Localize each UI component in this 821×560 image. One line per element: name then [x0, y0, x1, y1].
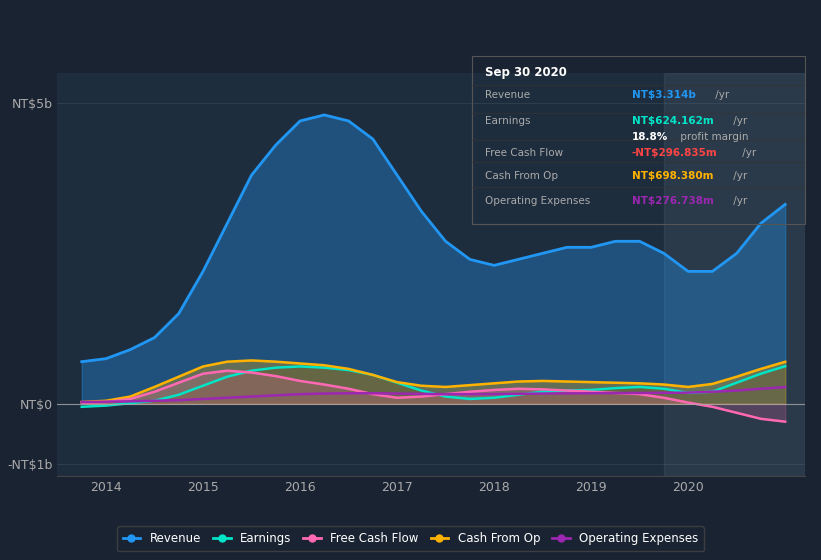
- Text: 18.8%: 18.8%: [631, 133, 668, 142]
- Text: NT$3.314b: NT$3.314b: [631, 90, 695, 100]
- Legend: Revenue, Earnings, Free Cash Flow, Cash From Op, Operating Expenses: Revenue, Earnings, Free Cash Flow, Cash …: [117, 526, 704, 551]
- Text: profit margin: profit margin: [677, 133, 748, 142]
- Text: Earnings: Earnings: [485, 116, 531, 125]
- Text: Revenue: Revenue: [485, 90, 530, 100]
- Text: /yr: /yr: [731, 171, 748, 181]
- Text: NT$624.162m: NT$624.162m: [631, 116, 713, 125]
- Text: /yr: /yr: [731, 116, 748, 125]
- Text: /yr: /yr: [713, 90, 730, 100]
- Text: Sep 30 2020: Sep 30 2020: [485, 66, 567, 79]
- Bar: [664, 73, 805, 476]
- Text: /yr: /yr: [731, 197, 748, 206]
- Text: NT$276.738m: NT$276.738m: [631, 197, 713, 206]
- Text: Free Cash Flow: Free Cash Flow: [485, 148, 563, 157]
- Text: NT$698.380m: NT$698.380m: [631, 171, 713, 181]
- Text: Cash From Op: Cash From Op: [485, 171, 558, 181]
- Text: -NT$296.835m: -NT$296.835m: [631, 148, 718, 157]
- Text: Operating Expenses: Operating Expenses: [485, 197, 590, 206]
- Text: /yr: /yr: [740, 148, 757, 157]
